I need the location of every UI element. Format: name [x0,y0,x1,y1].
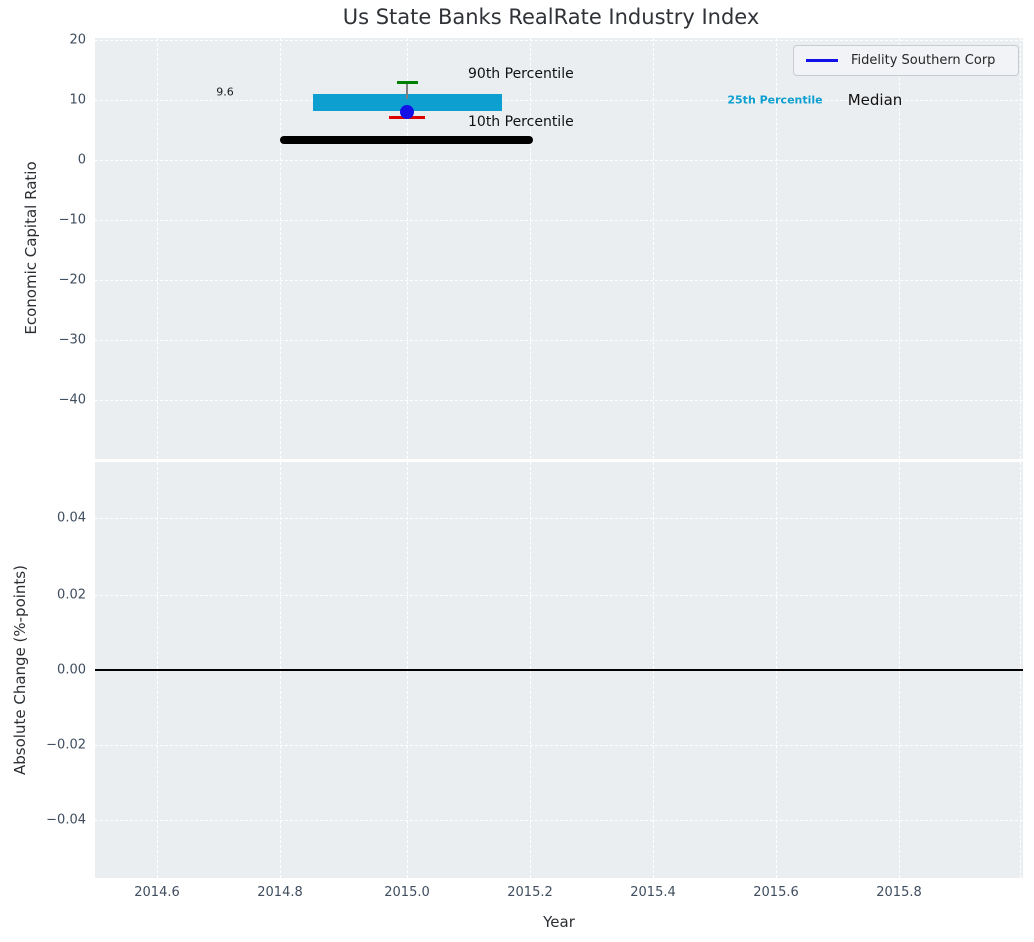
whisker-stem [406,83,408,99]
gridline-horizontal [95,400,1023,401]
gridline-horizontal [95,220,1023,221]
xtick-label: 2014.6 [134,885,180,900]
x-axis-label: Year [543,913,575,931]
p10-annotation: 10th Percentile [468,114,574,130]
gridline-vertical [280,38,281,459]
xtick-label: 2015.6 [753,885,799,900]
zero-line [95,669,1023,671]
legend: Fidelity Southern Corp [793,45,1019,76]
ytick-label: 0.04 [57,510,86,526]
bottom-y-axis-label: Absolute Change (%-points) [11,565,29,775]
ytick-label: 0.00 [57,662,86,678]
ytick-label: 0 [77,152,86,168]
ytick-label: −40 [58,392,86,408]
xtick-label: 2014.8 [257,885,303,900]
xtick-label: 2015.0 [384,885,430,900]
p90-annotation: 90th Percentile [468,66,574,82]
gridline-vertical [157,38,158,459]
gridline-horizontal [95,40,1023,41]
ytick-label: 20 [69,32,86,48]
ytick-label: −0.02 [46,737,86,753]
ytick-label: −0.04 [46,812,86,828]
ytick-label: −20 [58,272,86,288]
legend-line-sample [806,59,838,62]
bottom-axes [95,462,1023,878]
gridline-vertical [407,38,408,459]
gridline-horizontal [95,518,1023,519]
gridline-vertical [899,38,900,459]
gridline-vertical [530,38,531,459]
xtick-label: 2015.4 [630,885,676,900]
median-line [280,136,533,144]
xtick-label: 2015.8 [876,885,922,900]
gridline-horizontal [95,280,1023,281]
gridline-horizontal [95,100,1023,101]
p25-annotation: 25th Percentile [727,93,823,107]
top-axes: 9.6 90th Percentile 10th Percentile 25th… [95,38,1023,459]
percentile-band-bar [313,94,502,111]
gridline-vertical [653,38,654,459]
legend-label: Fidelity Southern Corp [851,53,996,68]
chart-title: Us State Banks RealRate Industry Index [342,5,760,29]
gridline-horizontal [95,820,1023,821]
ytick-label: −10 [58,212,86,228]
ytick-label: 10 [69,92,86,108]
top-y-axis-label: Economic Capital Ratio [22,161,40,335]
xtick-label: 2015.2 [507,885,553,900]
gridline-horizontal [95,160,1023,161]
gridline-vertical [1020,38,1021,459]
ytick-label: −30 [58,332,86,348]
median-value-annotation: 9.6 [216,85,234,99]
gridline-vertical [776,38,777,459]
gridline-horizontal [95,340,1023,341]
gridline-horizontal [95,745,1023,746]
ytick-label: 0.02 [57,587,86,603]
gridline-horizontal [95,595,1023,596]
p90-whisker-cap [397,81,418,84]
company-marker-dot [400,105,414,119]
median-label-annotation: Median [847,91,903,109]
